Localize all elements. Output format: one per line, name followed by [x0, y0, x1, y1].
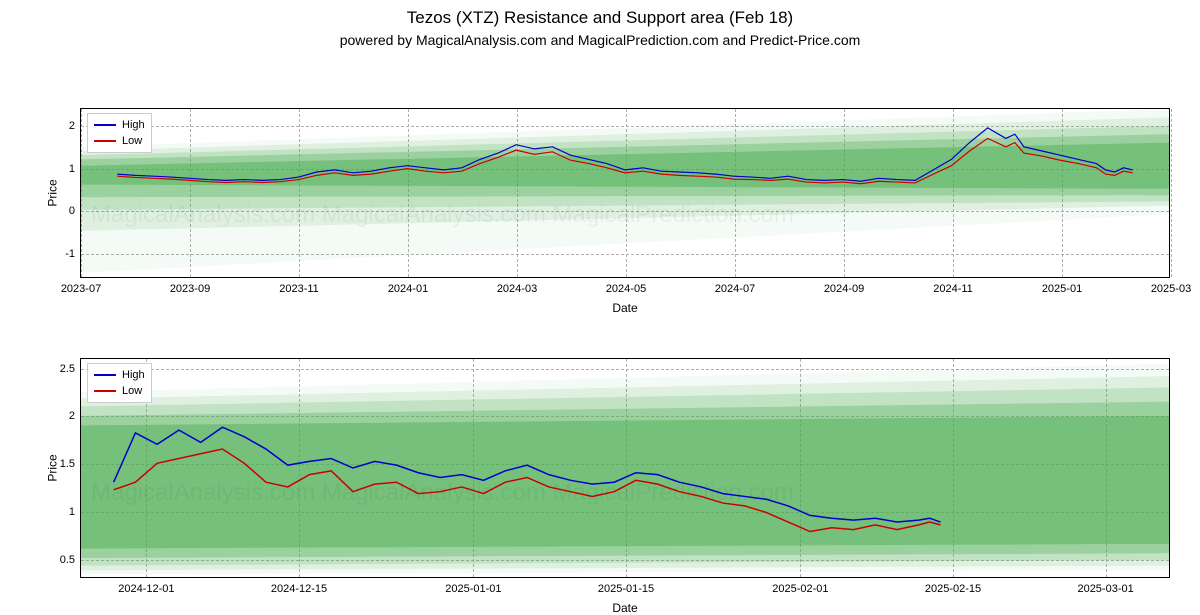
x-tick-label: 2025-01-15: [598, 577, 654, 595]
x-tick-label: 2025-01-01: [445, 577, 501, 595]
y-tick-label: 1.5: [60, 458, 81, 470]
legend-swatch: [94, 390, 116, 392]
x-tick-label: 2023-09: [170, 277, 210, 295]
chart-title: Tezos (XTZ) Resistance and Support area …: [0, 0, 1200, 28]
y-tick-label: 2: [69, 120, 81, 132]
x-tick-label: 2024-05: [606, 277, 646, 295]
y-tick-label: -1: [65, 248, 81, 260]
legend-item: Low: [94, 133, 145, 149]
y-tick-label: 1: [69, 506, 81, 518]
x-tick-label: 2024-09: [824, 277, 864, 295]
chart-subtitle: powered by MagicalAnalysis.com and Magic…: [0, 28, 1200, 48]
x-tick-label: 2023-11: [279, 277, 319, 295]
legend-label: High: [122, 367, 145, 383]
legend-swatch: [94, 374, 116, 376]
y-axis-label-bottom: Price: [46, 454, 60, 481]
low-line: [114, 449, 941, 531]
x-tick-label: 2023-07: [61, 277, 101, 295]
x-tick-label: 2025-02-15: [925, 577, 981, 595]
x-tick-label: 2024-12-01: [118, 577, 174, 595]
x-tick-label: 2025-03-01: [1077, 577, 1133, 595]
x-tick-label: 2024-01: [388, 277, 428, 295]
legend-swatch: [94, 124, 116, 126]
plot-area-top: MagicalAnalysis.com MagicalAnalysis.com …: [80, 108, 1170, 278]
plot-area-bottom: MagicalAnalysis.com MagicalAnalysis.com …: [80, 358, 1170, 578]
legend-label: Low: [122, 383, 142, 399]
legend-item: High: [94, 117, 145, 133]
y-tick-label: 1: [69, 163, 81, 175]
y-tick-label: 0: [69, 205, 81, 217]
high-line: [114, 427, 941, 522]
legend-bottom: HighLow: [87, 363, 152, 403]
x-tick-label: 2024-11: [933, 277, 973, 295]
legend-label: Low: [122, 133, 142, 149]
y-axis-label-top: Price: [46, 179, 60, 206]
low-line: [117, 138, 1132, 183]
x-tick-label: 2024-12-15: [271, 577, 327, 595]
grid-line-v: [1171, 109, 1172, 277]
price-lines-bottom: [81, 359, 1169, 577]
legend-item: High: [94, 367, 145, 383]
legend-top: HighLow: [87, 113, 152, 153]
y-tick-label: 2.5: [60, 363, 81, 375]
x-tick-label: 2024-07: [715, 277, 755, 295]
legend-label: High: [122, 117, 145, 133]
x-tick-label: 2025-01: [1042, 277, 1082, 295]
y-tick-label: 2: [69, 410, 81, 422]
price-lines-top: [81, 109, 1169, 277]
x-tick-label: 2025-03: [1151, 277, 1191, 295]
y-tick-label: 0.5: [60, 554, 81, 566]
legend-item: Low: [94, 383, 145, 399]
x-tick-label: 2024-03: [497, 277, 537, 295]
legend-swatch: [94, 140, 116, 142]
x-tick-label: 2025-02-01: [772, 577, 828, 595]
